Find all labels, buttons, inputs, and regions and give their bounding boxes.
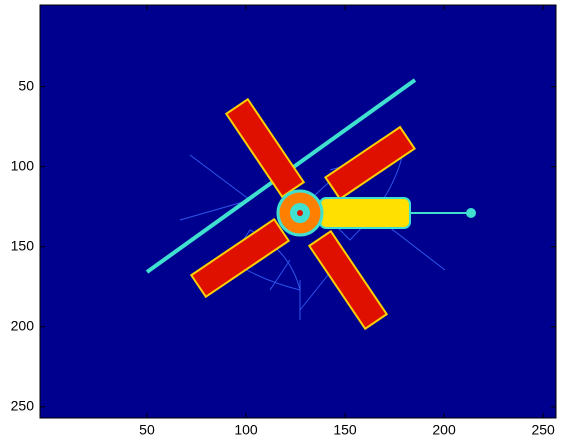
x-tick-label: 200: [432, 422, 456, 438]
x-tick-label: 150: [333, 422, 357, 438]
y-tick-label: 200: [11, 317, 35, 333]
x-tick-label: 250: [531, 422, 555, 438]
y-tick-label: 250: [11, 397, 35, 413]
y-tick-label: 100: [11, 157, 35, 173]
x-tick-label: 100: [234, 422, 258, 438]
x-tick-label: 50: [139, 422, 155, 438]
chart: 50 100 150 200 250 50 100 150 200 250: [0, 0, 562, 441]
y-tick-label: 150: [11, 237, 35, 253]
y-tick-label: 50: [18, 77, 34, 93]
